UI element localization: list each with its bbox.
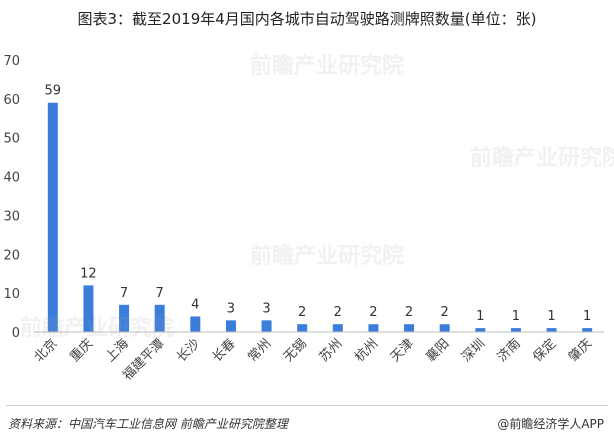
bar-value-label: 2 bbox=[298, 305, 306, 320]
brand-credit: @前瞻经济学人APP bbox=[497, 417, 604, 431]
bar bbox=[190, 316, 201, 332]
y-tick-label: 20 bbox=[3, 248, 20, 263]
bar bbox=[582, 328, 593, 332]
y-axis: 0 10 20 30 40 50 60 70 bbox=[3, 54, 20, 341]
chart-title: 图表3：截至2019年4月国内各城市自动驾驶路测牌照数量(单位：张) bbox=[77, 10, 537, 28]
bar bbox=[225, 320, 236, 332]
bar bbox=[83, 285, 94, 332]
y-tick-label: 30 bbox=[3, 209, 20, 224]
bar-value-label: 4 bbox=[191, 297, 199, 312]
bar-value-label: 2 bbox=[441, 305, 449, 320]
x-tick-label: 常州 bbox=[245, 336, 274, 365]
x-tick-label: 重庆 bbox=[67, 336, 97, 366]
x-tick-label: 苏州 bbox=[316, 336, 346, 366]
bar-chart: 0 10 20 30 40 50 60 70 59 12 7 7 4 3 3 2 2 2 2 2 1 1 1 1 北京 重庆上… bbox=[3, 54, 604, 384]
bar bbox=[154, 304, 165, 332]
bar-value-label: 1 bbox=[512, 309, 520, 324]
bar-value-label: 2 bbox=[334, 305, 342, 320]
x-tick-label: 长沙 bbox=[174, 336, 203, 365]
x-tick-label: 上海 bbox=[103, 336, 132, 365]
bar bbox=[119, 304, 130, 332]
bar-value-label: 7 bbox=[156, 286, 164, 301]
x-tick-label: 天津 bbox=[388, 336, 417, 365]
footer-divider bbox=[6, 405, 608, 406]
x-tick-label: 襄阳 bbox=[423, 336, 453, 366]
bar bbox=[404, 324, 415, 332]
bar-value-label: 59 bbox=[45, 84, 62, 99]
x-tick-label: 无锡 bbox=[281, 336, 310, 365]
bar-value-label: 7 bbox=[120, 286, 128, 301]
y-tick-label: 60 bbox=[3, 93, 20, 108]
bar bbox=[475, 328, 486, 332]
x-tick-label: 肇庆 bbox=[566, 336, 595, 365]
bar bbox=[510, 328, 521, 332]
x-tick-label: 杭州 bbox=[352, 336, 381, 365]
bar bbox=[546, 328, 557, 332]
x-tick-label: 北京 bbox=[32, 336, 61, 365]
bar-value-label: 3 bbox=[227, 301, 235, 316]
bar-value-label: 2 bbox=[369, 305, 377, 320]
x-tick-label: 长春 bbox=[210, 336, 239, 365]
bar bbox=[297, 324, 308, 332]
bars: 59 12 7 7 4 3 3 2 2 2 2 2 1 1 1 1 bbox=[45, 84, 593, 332]
bar bbox=[439, 324, 450, 332]
bar bbox=[332, 324, 343, 332]
bar-value-label: 2 bbox=[405, 305, 413, 320]
source-note: 资料来源：中国汽车工业信息网 前瞻产业研究院整理 bbox=[8, 417, 288, 431]
bar-value-label: 12 bbox=[80, 266, 97, 281]
bar-value-label: 1 bbox=[547, 309, 555, 324]
x-tick-label: 保定 bbox=[530, 336, 559, 365]
x-tick-label: 济南 bbox=[494, 336, 524, 366]
y-tick-label: 0 bbox=[12, 326, 20, 341]
y-tick-label: 50 bbox=[3, 132, 20, 147]
bar bbox=[261, 320, 272, 332]
y-tick-label: 70 bbox=[3, 54, 20, 69]
bar bbox=[47, 102, 58, 332]
bar-value-label: 1 bbox=[476, 309, 484, 324]
y-tick-label: 10 bbox=[3, 287, 20, 302]
x-tick-label: 深圳 bbox=[459, 336, 488, 365]
bar-value-label: 3 bbox=[262, 301, 270, 316]
y-tick-label: 40 bbox=[3, 171, 20, 186]
bar-value-label: 1 bbox=[583, 309, 591, 324]
bar bbox=[368, 324, 379, 332]
